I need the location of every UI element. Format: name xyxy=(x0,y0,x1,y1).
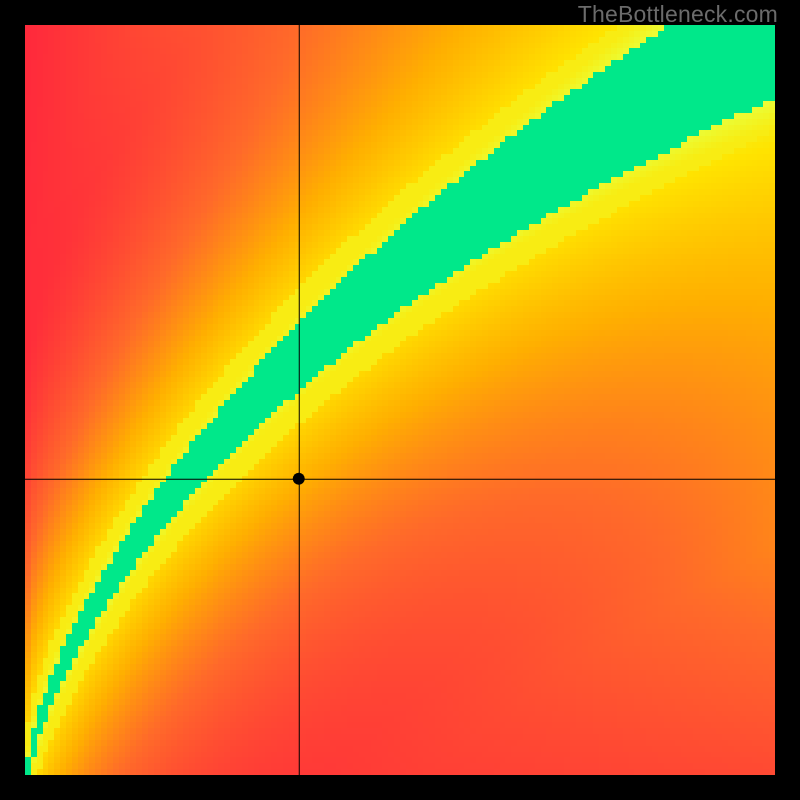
chart-container: TheBottleneck.com xyxy=(0,0,800,800)
watermark-text: TheBottleneck.com xyxy=(578,1,778,28)
bottleneck-heatmap xyxy=(0,0,800,800)
